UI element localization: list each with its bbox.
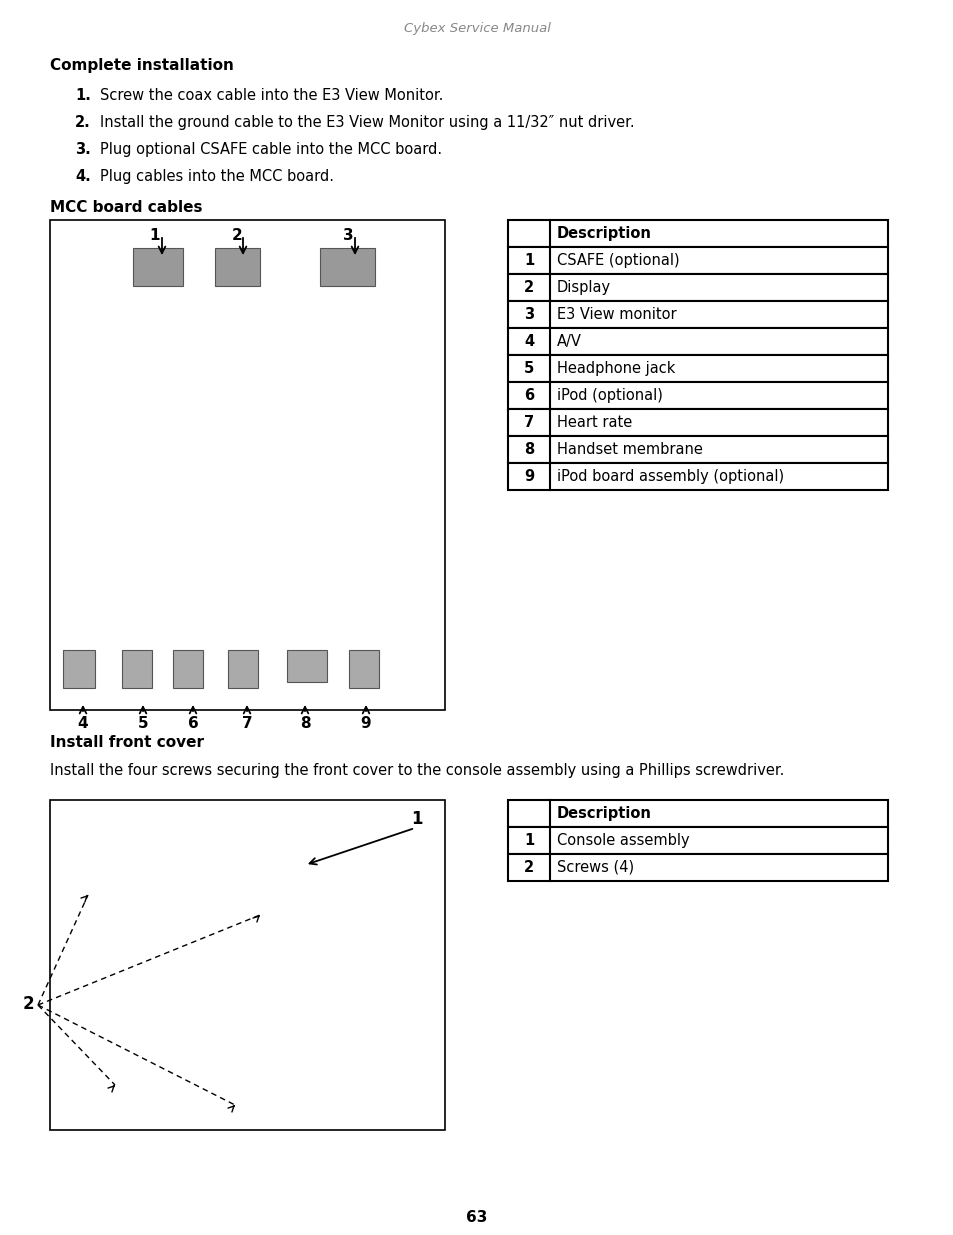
- Bar: [319, 248, 375, 287]
- Text: 4: 4: [77, 716, 89, 731]
- Text: 1: 1: [411, 810, 422, 827]
- Text: 8: 8: [299, 716, 310, 731]
- Text: 2: 2: [22, 995, 33, 1013]
- Text: CSAFE (optional): CSAFE (optional): [557, 253, 679, 268]
- Bar: [507, 220, 887, 247]
- Text: 4: 4: [523, 333, 534, 350]
- Text: 5: 5: [137, 716, 148, 731]
- Bar: [50, 220, 444, 710]
- Bar: [50, 800, 444, 1130]
- Text: Install the four screws securing the front cover to the console assembly using a: Install the four screws securing the fro…: [50, 763, 783, 778]
- Bar: [507, 382, 887, 409]
- Text: Screw the coax cable into the E3 View Monitor.: Screw the coax cable into the E3 View Mo…: [100, 88, 443, 103]
- Text: 2: 2: [523, 280, 534, 295]
- Text: 9: 9: [523, 469, 534, 484]
- Text: iPod board assembly (optional): iPod board assembly (optional): [557, 469, 783, 484]
- Bar: [122, 650, 152, 688]
- Bar: [507, 436, 887, 463]
- Text: 2: 2: [523, 860, 534, 876]
- Text: Description: Description: [557, 226, 651, 241]
- Text: Plug cables into the MCC board.: Plug cables into the MCC board.: [100, 169, 334, 184]
- Bar: [507, 354, 887, 382]
- Text: 2: 2: [232, 228, 242, 243]
- Text: A/V: A/V: [557, 333, 581, 350]
- Text: 1: 1: [523, 253, 534, 268]
- Bar: [507, 800, 887, 827]
- Bar: [507, 329, 887, 354]
- Text: MCC board cables: MCC board cables: [50, 200, 202, 215]
- Text: 1: 1: [523, 832, 534, 848]
- Text: Heart rate: Heart rate: [557, 415, 632, 430]
- Bar: [287, 650, 327, 682]
- Text: 1.: 1.: [75, 88, 91, 103]
- Text: 63: 63: [466, 1210, 487, 1225]
- Text: 2.: 2.: [75, 115, 91, 130]
- Text: E3 View monitor: E3 View monitor: [557, 308, 676, 322]
- Text: Install the ground cable to the E3 View Monitor using a 11/32″ nut driver.: Install the ground cable to the E3 View …: [100, 115, 634, 130]
- Text: Install front cover: Install front cover: [50, 735, 204, 750]
- Bar: [507, 247, 887, 274]
- Text: Screws (4): Screws (4): [557, 860, 634, 876]
- Text: Console assembly: Console assembly: [557, 832, 689, 848]
- Bar: [507, 463, 887, 490]
- Text: Plug optional CSAFE cable into the MCC board.: Plug optional CSAFE cable into the MCC b…: [100, 142, 441, 157]
- Text: 6: 6: [523, 388, 534, 403]
- Text: Headphone jack: Headphone jack: [557, 361, 675, 375]
- Text: Handset membrane: Handset membrane: [557, 442, 702, 457]
- Bar: [228, 650, 257, 688]
- Text: 3.: 3.: [75, 142, 91, 157]
- Bar: [507, 274, 887, 301]
- Bar: [172, 650, 203, 688]
- Text: iPod (optional): iPod (optional): [557, 388, 662, 403]
- Bar: [507, 827, 887, 853]
- Bar: [507, 409, 887, 436]
- Text: 7: 7: [241, 716, 252, 731]
- Bar: [507, 853, 887, 881]
- Text: 4.: 4.: [75, 169, 91, 184]
- Text: 5: 5: [523, 361, 534, 375]
- Text: 3: 3: [523, 308, 534, 322]
- Text: 1: 1: [150, 228, 160, 243]
- Text: Complete installation: Complete installation: [50, 58, 233, 73]
- Text: Cybex Service Manual: Cybex Service Manual: [403, 22, 550, 35]
- Text: 9: 9: [360, 716, 371, 731]
- Text: Display: Display: [557, 280, 611, 295]
- Text: 7: 7: [523, 415, 534, 430]
- Text: 8: 8: [523, 442, 534, 457]
- Bar: [214, 248, 260, 287]
- Bar: [63, 650, 95, 688]
- Bar: [507, 301, 887, 329]
- Text: Description: Description: [557, 806, 651, 821]
- Bar: [349, 650, 378, 688]
- Bar: [132, 248, 183, 287]
- Text: 6: 6: [188, 716, 198, 731]
- Text: 3: 3: [342, 228, 353, 243]
